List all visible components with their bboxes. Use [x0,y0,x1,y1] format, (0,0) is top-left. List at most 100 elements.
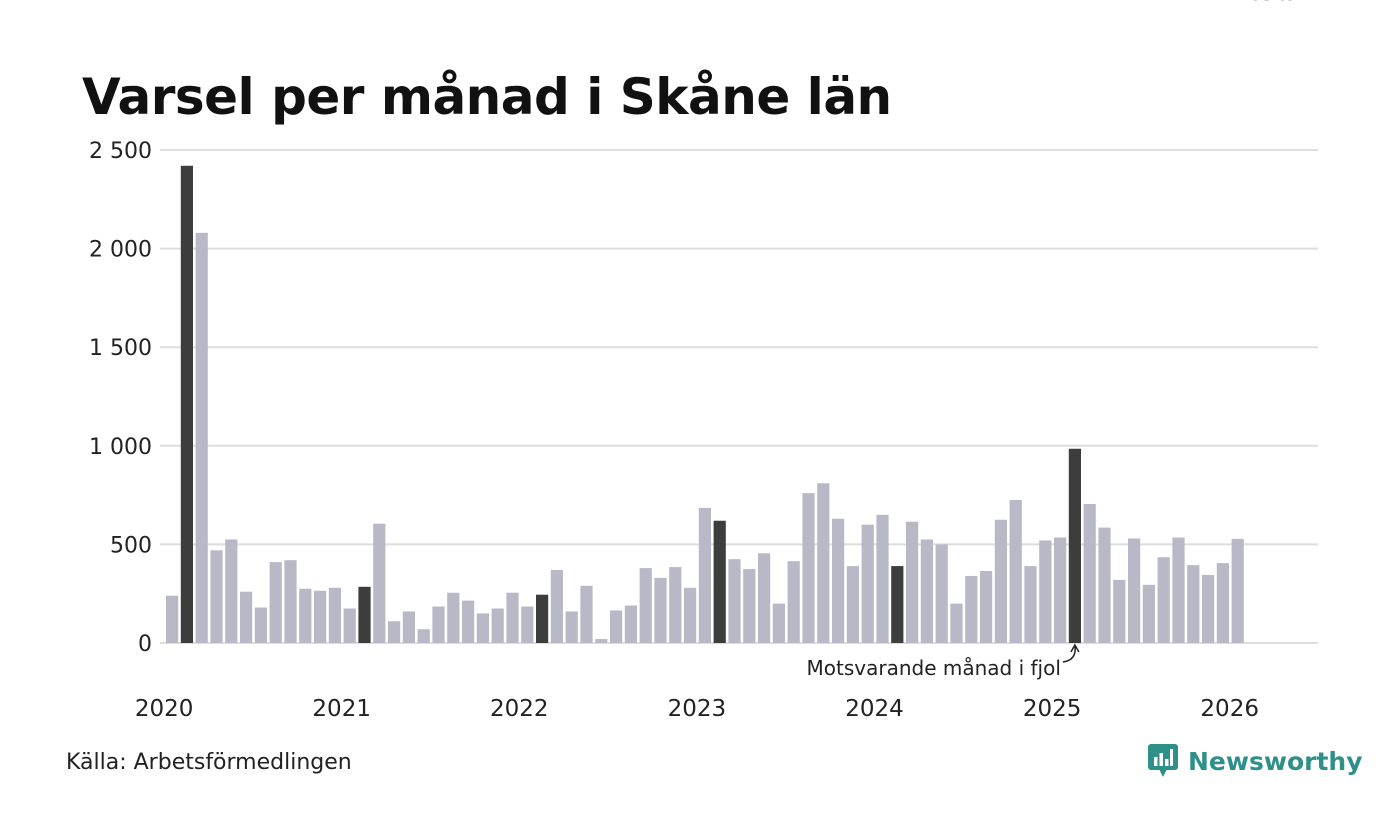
bar[interactable] [550,570,563,643]
bar-same-month-last-year[interactable] [713,520,726,643]
bars [166,165,1244,643]
bar[interactable] [388,621,401,643]
bar[interactable] [462,600,475,643]
bar[interactable] [935,544,948,643]
bar[interactable] [447,592,460,643]
bar[interactable] [1098,527,1111,643]
bar[interactable] [698,507,711,643]
bar[interactable] [772,603,785,643]
annotation-group: feb528 Motsvarande månad i fjol [807,0,1299,680]
annotation-arrow-head [1070,643,1080,653]
bar[interactable] [965,575,978,643]
same-month-annotation: Motsvarande månad i fjol [807,656,1061,680]
bar[interactable] [595,639,608,643]
bar-same-month-last-year[interactable] [180,165,193,643]
bar[interactable] [1128,538,1141,643]
bar[interactable] [950,603,963,643]
x-tick-label: 2025 [1023,696,1082,722]
bar[interactable] [1157,557,1170,643]
bar[interactable] [210,550,223,643]
bar[interactable] [758,553,771,643]
bar[interactable] [491,608,504,643]
x-tick-label: 2026 [1200,696,1259,722]
bar[interactable] [980,571,993,643]
y-axis-tick-labels: 0 500 1 000 1 500 2 000 2 500 [89,139,152,657]
x-axis-tick-labels: 2020 2021 2022 2023 2024 2025 2026 [135,696,1259,722]
bar[interactable] [817,483,830,643]
bar[interactable] [254,607,267,643]
bar[interactable] [1039,540,1052,643]
bar[interactable] [284,560,297,643]
bar[interactable] [299,588,312,643]
bar[interactable] [269,562,282,643]
bar[interactable] [1231,538,1244,643]
y-tick-label: 500 [110,533,152,558]
bar-same-month-last-year[interactable] [1068,448,1081,643]
chart-title: Varsel per månad i Skåne län [82,68,892,126]
bar[interactable] [1009,500,1022,643]
bar[interactable] [1083,503,1096,643]
bar[interactable] [195,232,208,643]
y-tick-label: 1 500 [89,336,152,361]
bar[interactable] [846,566,859,643]
bar[interactable] [906,521,919,643]
x-tick-label: 2023 [668,696,727,722]
bar[interactable] [994,519,1007,643]
bar[interactable] [654,577,667,643]
bar[interactable] [610,610,623,643]
annotation-arrow-line [1062,645,1076,663]
bar[interactable] [580,585,593,643]
x-tick-label: 2022 [490,696,549,722]
bar[interactable] [1172,537,1185,643]
x-tick-label: 2024 [845,696,904,722]
bar[interactable] [506,592,519,643]
bar[interactable] [328,587,341,643]
brand-logo[interactable]: Newsworthy [1148,744,1363,778]
bar[interactable] [639,568,652,643]
bar[interactable] [521,606,534,643]
latest-value-label: 528 [1248,0,1298,7]
bar[interactable] [787,561,800,643]
x-tick-label: 2020 [135,696,194,722]
bar[interactable] [876,514,889,643]
bar[interactable] [1142,584,1155,643]
y-tick-label: 2 500 [89,139,152,164]
bar[interactable] [920,539,933,643]
bar[interactable] [684,587,697,643]
bar[interactable] [1187,565,1200,643]
bar[interactable] [1054,537,1067,643]
bar[interactable] [802,493,815,643]
bar[interactable] [743,569,756,643]
bar[interactable] [1113,579,1126,643]
latest-month-label: feb [1248,0,1290,7]
bar[interactable] [1202,574,1215,643]
bar[interactable] [240,591,253,643]
bar[interactable] [669,567,682,643]
bar[interactable] [861,524,874,643]
bar-chart-speech-bubble-icon [1148,744,1178,777]
y-tick-label: 0 [138,632,152,657]
bar[interactable] [402,611,415,643]
bar-same-month-last-year[interactable] [536,594,549,643]
bar[interactable] [728,559,741,643]
source-label: Källa: Arbetsförmedlingen [66,750,352,775]
bar-same-month-last-year[interactable] [891,566,904,643]
bar[interactable] [314,590,327,643]
bar[interactable] [166,595,179,643]
bar[interactable] [1024,566,1037,643]
y-tick-label: 2 000 [89,238,152,263]
bar[interactable] [343,608,356,643]
x-tick-label: 2021 [312,696,371,722]
bar[interactable] [476,613,489,643]
brand-name: Newsworthy [1188,746,1363,776]
bar[interactable] [624,605,637,643]
bar[interactable] [565,611,578,643]
bar[interactable] [373,523,386,643]
bar[interactable] [432,606,445,643]
bar[interactable] [1216,563,1229,643]
bar[interactable] [417,629,430,643]
bar-same-month-last-year[interactable] [358,586,371,643]
bar[interactable] [832,518,845,643]
bar[interactable] [225,539,238,643]
